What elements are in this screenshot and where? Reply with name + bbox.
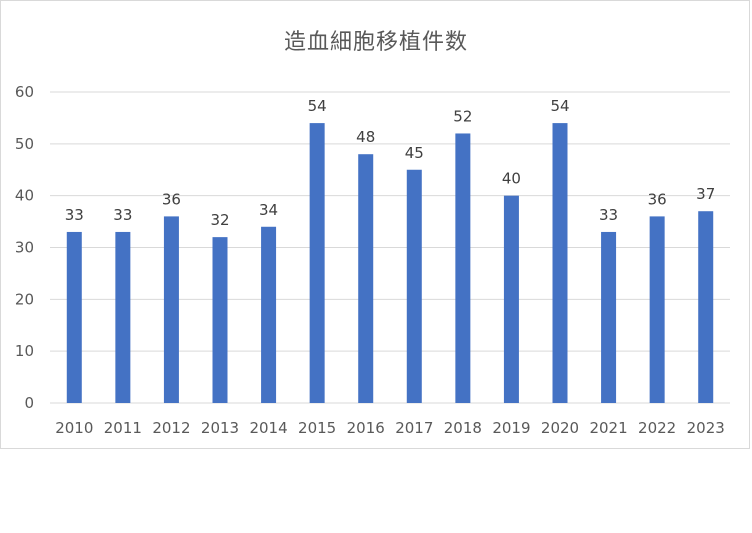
y-tick-label: 20 <box>15 290 34 308</box>
y-tick-label: 40 <box>15 187 34 205</box>
data-label: 33 <box>599 206 618 224</box>
y-tick-label: 0 <box>24 394 34 412</box>
x-tick-label: 2010 <box>55 419 93 437</box>
y-tick-label: 30 <box>15 239 34 257</box>
y-tick-label: 50 <box>15 135 34 153</box>
data-label: 54 <box>550 97 569 115</box>
data-label: 33 <box>113 206 132 224</box>
bar <box>455 133 471 403</box>
bar <box>358 154 374 403</box>
bar <box>66 231 82 403</box>
data-label: 54 <box>308 97 327 115</box>
bar <box>552 123 568 403</box>
bar <box>115 231 131 403</box>
data-label: 37 <box>696 185 715 203</box>
x-tick-label: 2012 <box>152 419 190 437</box>
x-tick-label: 2016 <box>347 419 385 437</box>
x-tick-label: 2021 <box>589 419 627 437</box>
data-label: 32 <box>210 211 229 229</box>
y-tick-label: 60 <box>15 83 34 101</box>
x-tick-label: 2022 <box>638 419 676 437</box>
y-tick-label: 10 <box>15 342 34 360</box>
x-tick-label: 2011 <box>104 419 142 437</box>
bar <box>163 216 179 403</box>
bar <box>649 216 665 403</box>
y-axis-ticks: 0 10 20 30 40 50 60 <box>15 83 34 412</box>
data-label: 33 <box>65 206 84 224</box>
x-tick-label: 2020 <box>541 419 579 437</box>
bars <box>66 123 714 403</box>
bar <box>309 123 325 403</box>
bar <box>212 237 228 403</box>
x-tick-label: 2017 <box>395 419 433 437</box>
bar <box>601 231 617 403</box>
data-label: 36 <box>648 190 667 208</box>
data-label: 36 <box>162 190 181 208</box>
x-axis-ticks: 2010 2011 2012 2013 2014 2015 2016 2017 2018 2019… <box>55 419 725 437</box>
x-tick-label: 2018 <box>444 419 482 437</box>
data-label: 45 <box>405 144 424 162</box>
chart-title: 造血細胞移植件数 <box>283 30 468 55</box>
x-tick-label: 2015 <box>298 419 336 437</box>
x-tick-label: 2019 <box>492 419 530 437</box>
data-labels: 33 33 36 32 34 54 48 45 52 40 54 33 36 37 <box>65 97 716 229</box>
data-label: 40 <box>502 170 521 188</box>
bar <box>261 226 277 403</box>
bar <box>406 169 422 403</box>
bar <box>503 195 519 403</box>
bar <box>698 211 714 403</box>
data-label: 34 <box>259 201 278 219</box>
x-tick-label: 2014 <box>249 419 287 437</box>
data-label: 52 <box>453 107 472 125</box>
x-tick-label: 2023 <box>687 419 725 437</box>
gridlines <box>50 91 730 404</box>
data-label: 48 <box>356 128 375 146</box>
x-tick-label: 2013 <box>201 419 239 437</box>
